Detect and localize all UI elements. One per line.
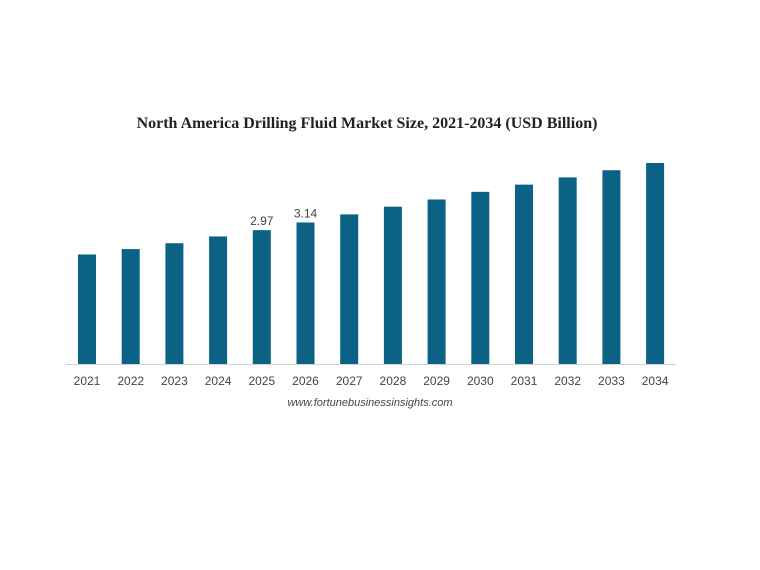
x-tick-2021: 2021 bbox=[74, 374, 101, 388]
bar-2030 bbox=[471, 191, 490, 364]
bar-2025 bbox=[252, 230, 271, 364]
x-tick-2034: 2034 bbox=[642, 374, 669, 388]
x-tick-2026: 2026 bbox=[292, 374, 319, 388]
x-tick-2022: 2022 bbox=[117, 374, 144, 388]
x-tick-2025: 2025 bbox=[248, 374, 275, 388]
bar-2027 bbox=[340, 214, 359, 364]
data-label-2026: 3.14 bbox=[294, 206, 318, 220]
x-tick-2024: 2024 bbox=[205, 374, 232, 388]
bar-2026 bbox=[296, 222, 315, 364]
bar-2034 bbox=[646, 163, 665, 364]
x-tick-labels: 2021 2022 2023 2024 2025 2026 2027 2028 2029 2030… bbox=[74, 374, 669, 388]
x-tick-2027: 2027 bbox=[336, 374, 363, 388]
x-tick-2030: 2030 bbox=[467, 374, 494, 388]
bar-2023 bbox=[165, 243, 184, 364]
data-label-2025: 2.97 bbox=[250, 214, 274, 228]
bar-2028 bbox=[383, 206, 402, 364]
bar-2024 bbox=[209, 236, 228, 364]
source-credit: www.fortunebusinessinsights.com bbox=[287, 397, 453, 409]
bar-2021 bbox=[78, 254, 96, 364]
x-tick-2029: 2029 bbox=[423, 374, 450, 388]
data-labels: 2.97 3.14 bbox=[250, 206, 317, 228]
chart-title: North America Drilling Fluid Market Size… bbox=[136, 115, 598, 132]
bar-2033 bbox=[602, 170, 621, 364]
x-tick-2023: 2023 bbox=[161, 374, 188, 388]
bar-2032 bbox=[558, 177, 577, 364]
x-tick-2028: 2028 bbox=[380, 374, 407, 388]
x-tick-2031: 2031 bbox=[511, 374, 538, 388]
bar-2029 bbox=[427, 199, 446, 364]
x-tick-2032: 2032 bbox=[554, 374, 581, 388]
x-tick-2033: 2033 bbox=[598, 374, 625, 388]
bars-group bbox=[78, 163, 665, 364]
bar-2031 bbox=[515, 184, 533, 364]
bar-2022 bbox=[121, 249, 140, 364]
